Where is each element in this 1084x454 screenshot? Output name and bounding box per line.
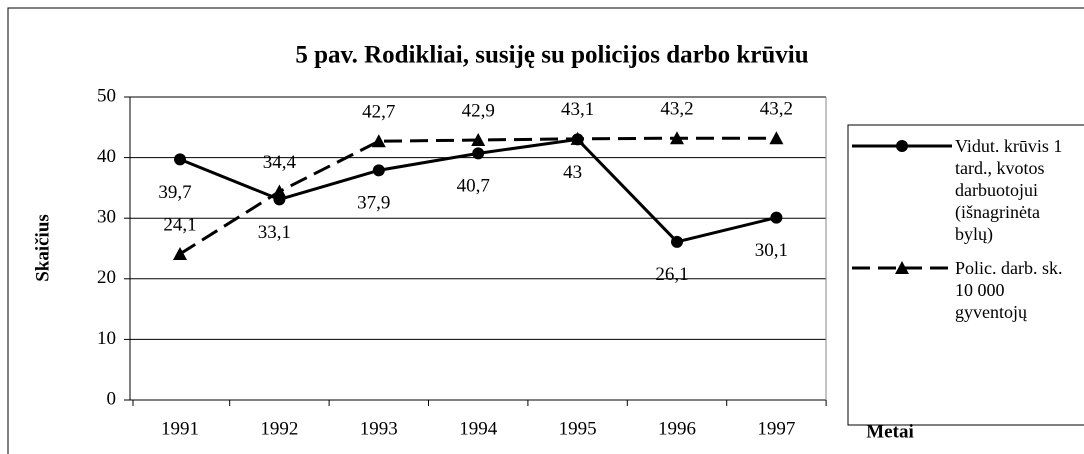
point xyxy=(471,133,486,147)
data-label: 42,9 xyxy=(462,100,495,121)
point xyxy=(472,147,485,160)
point xyxy=(173,246,187,260)
point xyxy=(272,184,287,198)
x-axis-label: Metai xyxy=(866,421,913,442)
data-label: 34,4 xyxy=(263,152,297,173)
x-tick-label: 1994 xyxy=(459,418,498,439)
data-label: 24,1 xyxy=(163,214,196,235)
data-label: 42,7 xyxy=(362,102,395,123)
legend-box xyxy=(847,124,1084,426)
data-label: 37,9 xyxy=(357,193,390,214)
x-tick-label: 1996 xyxy=(658,418,696,439)
point xyxy=(671,235,683,248)
data-label: 40,7 xyxy=(457,176,490,197)
x-tick-label: 1992 xyxy=(260,418,298,439)
chart-title: 5 pav. Rodikliai, susiję su policijos da… xyxy=(295,42,808,69)
y-tick-label: 50 xyxy=(97,85,116,106)
point xyxy=(174,153,186,166)
y-axis-label: Skaičius xyxy=(32,214,53,282)
data-label: 43 xyxy=(563,162,582,183)
x-tick-label: 1995 xyxy=(559,418,597,439)
point xyxy=(372,164,385,177)
y-tick-label: 30 xyxy=(97,207,116,228)
x-tick-label: 1993 xyxy=(360,418,398,439)
y-tick-label: 10 xyxy=(97,328,116,349)
data-label: 43,2 xyxy=(760,99,793,120)
data-label: 33,1 xyxy=(258,222,291,243)
x-tick-label: 1991 xyxy=(161,418,199,439)
y-tick-label: 0 xyxy=(107,388,117,409)
data-label: 26,1 xyxy=(655,264,688,285)
data-label: 43,2 xyxy=(660,99,693,120)
legend-marker xyxy=(896,140,908,152)
point xyxy=(371,134,386,148)
x-tick-label: 1997 xyxy=(757,418,795,439)
point xyxy=(769,131,784,145)
legend-label: Polic. darb. sk. 10 000 gyventojų xyxy=(955,258,1063,322)
legend-label: Vidut. krūvis 1 tard., kvotos darbuotoju… xyxy=(955,136,1063,244)
data-label: 43,1 xyxy=(561,99,594,120)
chart-border xyxy=(7,7,1084,454)
point xyxy=(570,131,585,145)
point xyxy=(770,211,783,224)
data-label: 30,1 xyxy=(755,240,788,261)
point xyxy=(670,131,684,145)
data-label: 39,7 xyxy=(158,182,191,203)
legend-marker xyxy=(895,261,909,274)
y-tick-label: 20 xyxy=(97,267,116,288)
y-tick-label: 40 xyxy=(97,146,116,167)
